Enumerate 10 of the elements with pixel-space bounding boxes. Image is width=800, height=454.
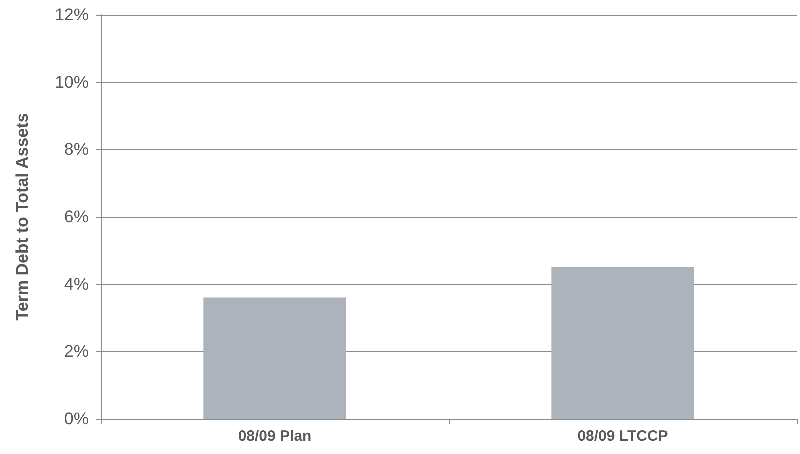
- y-tick-label: 12%: [54, 6, 89, 24]
- y-axis-title: Term Debt to Total Assets: [13, 113, 32, 321]
- y-tick-label: 0%: [64, 410, 89, 428]
- y-tick-label: 4%: [64, 274, 89, 294]
- y-tick-label: 2%: [64, 342, 89, 362]
- x-tick-label: 08/09 Plan: [238, 428, 312, 445]
- y-tick-label: 8%: [64, 140, 89, 160]
- y-tick-label: 6%: [64, 208, 89, 226]
- y-tick-label: 10%: [54, 72, 89, 92]
- x-tick-label: 08/09 LTCCP: [578, 428, 668, 445]
